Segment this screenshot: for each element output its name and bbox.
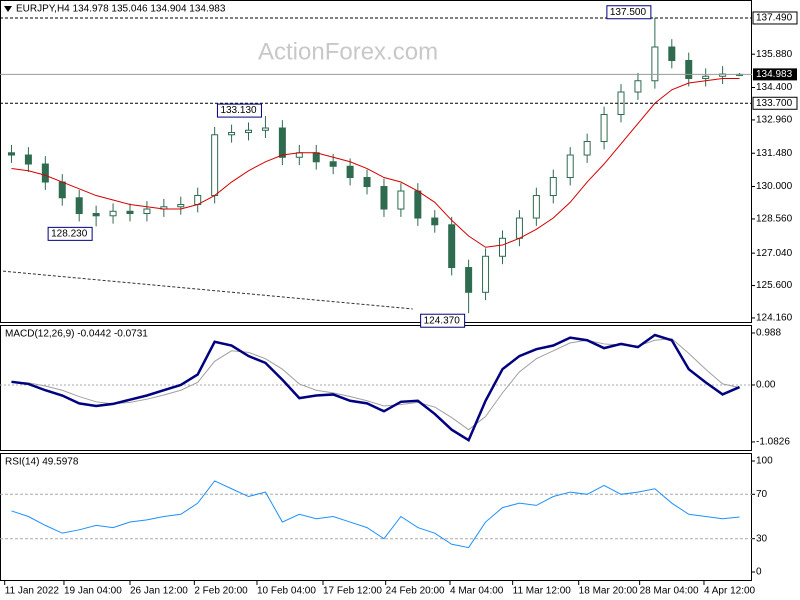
candle-body (363, 177, 371, 188)
candle-body (211, 134, 219, 197)
price-panel (0, 0, 752, 323)
y-tick-label: 100 (756, 456, 773, 467)
candle-body (566, 154, 574, 179)
x-tick-label: 26 Jan 12:00 (130, 586, 188, 597)
macd-panel (0, 325, 752, 451)
candle-body (41, 163, 49, 183)
annotation-box (420, 313, 466, 328)
candle-body (685, 60, 693, 80)
candle-body (515, 217, 523, 239)
watermark: ActionForex.com (258, 38, 438, 65)
candle-body (651, 46, 659, 82)
x-tick-label: 10 Feb 04:00 (257, 586, 316, 597)
candle-body (143, 208, 151, 215)
candle-body (668, 46, 676, 62)
candle-body (431, 217, 439, 226)
candle-body (245, 129, 253, 134)
candle-body (58, 181, 66, 199)
candle-body (549, 177, 557, 197)
x-tick-label: 24 Feb 20:00 (386, 586, 445, 597)
x-tick-label: 18 Mar 20:00 (579, 586, 638, 597)
candle-body (498, 237, 506, 257)
candle-body (600, 114, 608, 143)
annotation-box (47, 226, 93, 241)
candle-body (397, 190, 405, 210)
candle-body (414, 190, 422, 219)
annotation-label: 124.370 (424, 315, 461, 326)
candle-body (448, 224, 456, 269)
level-label: 137.490 (756, 13, 793, 24)
level-box (752, 96, 798, 110)
candle-body (465, 267, 473, 293)
y-tick-label: 127.040 (756, 248, 793, 259)
y-tick-label: 0.00 (756, 380, 776, 391)
y-tick-label: 125.600 (756, 280, 793, 291)
candle-body (346, 165, 354, 179)
chart-title: EURJPY,H4 134.978 135.046 134.904 134.98… (16, 4, 226, 15)
x-tick-label: 28 Mar 04:00 (640, 586, 699, 597)
y-tick-label: 124.160 (756, 313, 793, 324)
candle-body (177, 204, 185, 208)
indicator-line (11, 480, 740, 549)
indicator-line (11, 333, 741, 443)
candle-body (312, 152, 320, 163)
candle-body (532, 195, 540, 219)
annotation-label: 137.500 (610, 7, 647, 18)
rsi-title: RSI(14) 49.5978 (5, 457, 79, 468)
candle-body (329, 161, 337, 167)
candle-body (75, 197, 83, 215)
y-tick-label: 128.560 (756, 214, 793, 225)
rsi-panel (0, 453, 752, 581)
x-tick-label: 2 Feb 20:00 (194, 586, 248, 597)
annotation-box (216, 103, 262, 118)
y-tick-label: 30 (756, 533, 768, 544)
candle-body (702, 75, 710, 80)
y-tick-label: 134.400 (756, 82, 793, 93)
candle-body (109, 210, 117, 217)
y-tick-label: -1.0826 (756, 437, 790, 448)
annotation-label: 133.130 (220, 105, 257, 116)
x-tick-label: 11 Jan 2022 (5, 586, 60, 597)
x-tick-label: 11 Mar 12:00 (513, 586, 572, 597)
candle-body (7, 152, 15, 156)
annotation-label: 128.230 (51, 229, 88, 240)
x-tick-label: 17 Feb 12:00 (323, 586, 382, 597)
candle-body (380, 186, 388, 210)
candle-body (261, 127, 269, 131)
macd-title: MACD(12,26,9) -0.0442 -0.0731 (5, 329, 148, 340)
y-tick-label: 70 (756, 489, 768, 500)
y-tick-label: 131.480 (756, 148, 793, 159)
x-tick-label: 4 Mar 04:00 (450, 586, 504, 597)
candle-body (92, 213, 100, 217)
x-tick-label: 4 Apr 12:00 (704, 586, 756, 597)
indicator-line (11, 338, 740, 431)
y-tick-label: 0.988 (756, 328, 781, 339)
level-label: 133.700 (756, 98, 793, 109)
candle-body (228, 132, 236, 136)
current-price-label: 134.983 (756, 69, 793, 80)
candle-body (24, 154, 32, 165)
candle-body (583, 141, 591, 156)
candle-body (482, 255, 490, 293)
menu-arrow (4, 6, 12, 12)
candle-body (278, 127, 286, 158)
trendline (2, 270, 413, 310)
y-tick-label: 132.960 (756, 115, 793, 126)
annotation-box (606, 5, 652, 20)
moving-average (11, 78, 740, 248)
y-tick-label: 130.000 (756, 181, 793, 192)
level-box (752, 11, 798, 25)
current-price-box (753, 68, 797, 81)
candle-body (126, 210, 134, 215)
y-tick-label: 0 (756, 567, 762, 578)
x-tick-label: 19 Jan 04:00 (64, 586, 122, 597)
candle-body (634, 80, 642, 93)
y-tick-label: 135.880 (756, 49, 793, 60)
